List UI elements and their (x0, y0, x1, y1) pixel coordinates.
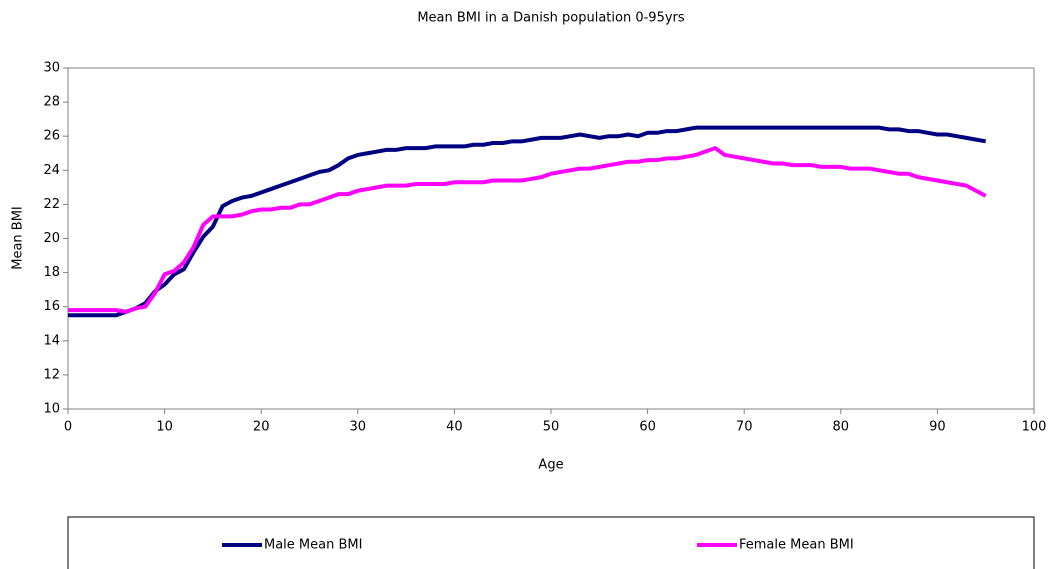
y-tick-label: 26 (43, 129, 60, 144)
y-tick-label: 28 (43, 95, 60, 110)
plot-frame (67, 67, 1035, 410)
x-tick-label: 40 (446, 420, 463, 435)
x-tick-label: 10 (156, 420, 173, 435)
x-tick-label: 20 (253, 420, 270, 435)
y-tick-label: 30 (43, 61, 60, 76)
series-line (68, 146, 987, 314)
x-tick-label: 80 (833, 420, 850, 435)
series-line (68, 125, 987, 318)
legend-label: Female Mean BMI (739, 538, 854, 553)
x-tick-label: 100 (1022, 420, 1047, 435)
x-tick-label: 70 (736, 420, 753, 435)
y-tick-label: 24 (43, 163, 60, 178)
y-tick-label: 22 (43, 197, 60, 212)
chart-title: Mean BMI in a Danish population 0-95yrs (417, 11, 685, 26)
y-tick-label: 12 (43, 367, 60, 382)
x-tick-label: 0 (64, 420, 72, 435)
y-axis-title: Mean BMI (11, 206, 26, 270)
y-tick-label: 18 (43, 265, 60, 280)
y-tick-label: 20 (43, 231, 60, 246)
y-tick-label: 14 (43, 333, 60, 348)
x-axis-title: Age (538, 458, 563, 473)
x-tick-label: 50 (543, 420, 560, 435)
x-tick-label: 60 (639, 420, 656, 435)
legend-label: Male Mean BMI (264, 538, 362, 553)
y-tick-label: 16 (43, 299, 60, 314)
x-tick-label: 90 (929, 420, 946, 435)
y-tick-label: 10 (43, 402, 60, 417)
legend-box (67, 516, 1035, 569)
x-tick-label: 30 (350, 420, 367, 435)
